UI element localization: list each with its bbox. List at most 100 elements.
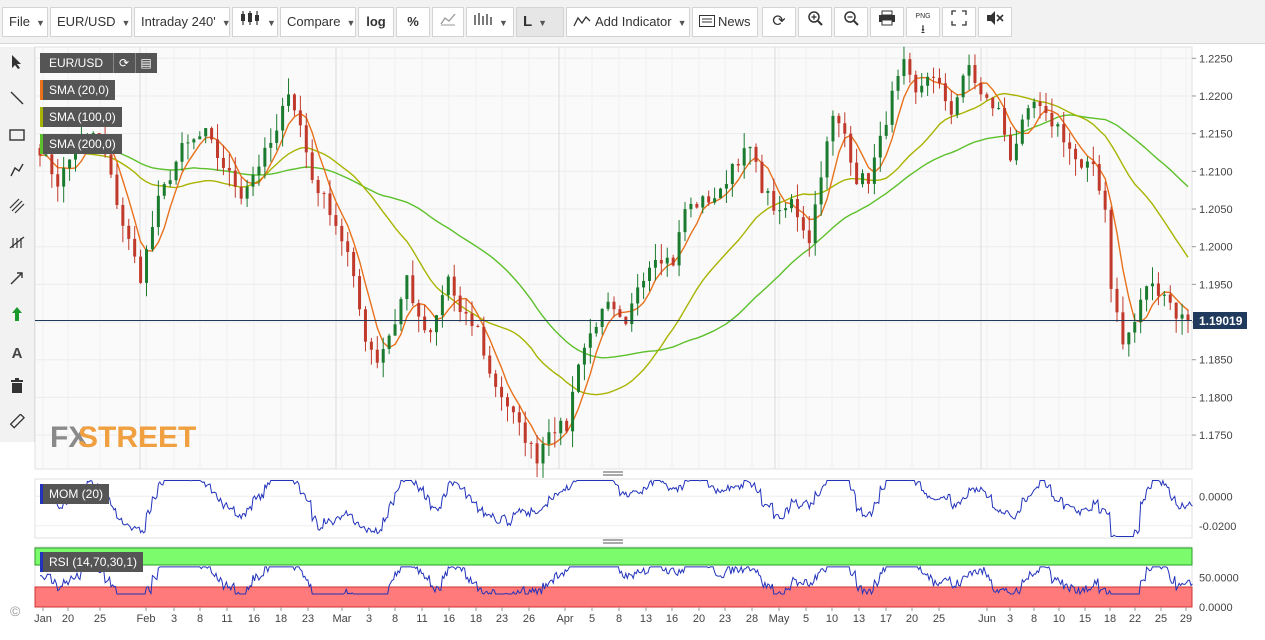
zoom-in-button[interactable] xyxy=(798,7,832,37)
candle xyxy=(849,125,853,176)
candle-body xyxy=(677,232,681,266)
candle xyxy=(387,333,391,355)
candle-body xyxy=(133,238,137,257)
zoom-out-button[interactable] xyxy=(834,7,868,37)
candle-body xyxy=(837,115,841,124)
line-mode-button[interactable]: L ▼ xyxy=(516,7,564,37)
chart-fill-button[interactable] xyxy=(432,7,464,37)
refresh-button[interactable]: ⟳ xyxy=(762,7,796,37)
settings-icon[interactable]: ▤ xyxy=(135,53,156,73)
bars-style-button[interactable]: ▼ xyxy=(466,7,514,37)
candle-body xyxy=(582,347,586,365)
candle-body xyxy=(961,75,965,98)
candle-body xyxy=(233,170,237,187)
candle xyxy=(298,95,302,138)
news-button[interactable]: News xyxy=(692,7,758,37)
print-button[interactable] xyxy=(870,7,904,37)
symbol-selector[interactable]: EUR/USD ▼ xyxy=(50,7,132,37)
candle-body xyxy=(896,76,900,91)
add-indicator-button[interactable]: Add Indicator ▼ xyxy=(566,7,690,37)
candle xyxy=(967,54,971,91)
candle xyxy=(1038,92,1042,119)
candle xyxy=(168,170,172,187)
candle xyxy=(997,101,1001,110)
candle xyxy=(713,187,717,205)
rsi-oversold-zone xyxy=(34,586,1193,608)
time-tick-label: 23 xyxy=(496,613,508,625)
candle xyxy=(790,194,794,213)
momentum-legend[interactable]: MOM (20) xyxy=(40,484,109,504)
toolbar: File ▼ EUR/USD ▼ Intraday 240' ▼ ▼ Compare ▼… xyxy=(0,0,1265,44)
buy-signal-tool[interactable] xyxy=(3,304,31,332)
candle-body xyxy=(44,154,48,156)
candle-body xyxy=(1091,161,1095,165)
candle-body xyxy=(547,432,551,444)
candle-body xyxy=(606,301,610,309)
candle-body xyxy=(488,355,492,374)
candle xyxy=(109,152,113,178)
price-tick-label: 1.2250 xyxy=(1199,53,1233,65)
candle-body xyxy=(210,128,214,140)
candle-body xyxy=(701,196,705,208)
momentum-line xyxy=(39,479,1193,537)
candle-body xyxy=(221,158,225,168)
parallel-lines-tool[interactable] xyxy=(3,196,31,224)
candle-body xyxy=(719,188,723,199)
percent-scale-button[interactable]: % xyxy=(396,7,430,37)
file-menu-button[interactable]: File ▼ xyxy=(2,7,48,37)
sma20-swatch xyxy=(40,80,43,100)
candle-body xyxy=(766,191,770,193)
candle xyxy=(576,363,580,394)
fullscreen-button[interactable] xyxy=(942,7,976,37)
sma200-legend[interactable]: SMA (200,0) xyxy=(40,134,122,154)
zoom-out-icon xyxy=(843,11,859,29)
candle xyxy=(1109,206,1113,303)
sma100-legend[interactable]: SMA (100,0) xyxy=(40,107,122,127)
arrow-tool[interactable] xyxy=(3,268,31,296)
delete-drawings-tool[interactable] xyxy=(3,376,31,404)
export-png-button[interactable]: PNG ⭳ xyxy=(906,7,940,37)
mute-button[interactable] xyxy=(978,7,1012,37)
candle-body xyxy=(937,77,941,84)
time-tick-label: 13 xyxy=(853,613,865,625)
candle-body xyxy=(1008,134,1012,161)
trash-icon xyxy=(11,378,23,393)
trendline-tool[interactable] xyxy=(3,88,31,116)
log-scale-button[interactable]: log xyxy=(358,7,394,37)
candle-body xyxy=(434,315,438,333)
interval-selector[interactable]: Intraday 240' ▼ xyxy=(134,7,230,37)
price-tick-label: 1.1750 xyxy=(1199,430,1233,442)
candle xyxy=(304,113,308,169)
time-tick-label: 23 xyxy=(719,613,731,625)
text-tool[interactable]: A xyxy=(3,340,31,368)
refresh-icon[interactable]: ⟳ xyxy=(113,53,134,73)
chart-type-button[interactable]: ▼ xyxy=(232,7,278,37)
candle-body xyxy=(50,154,54,175)
rsi-legend[interactable]: RSI (14,70,30,1) xyxy=(40,552,144,572)
chart-canvas[interactable]: FX STREET 1.2250 1.2200 1.2150 1.2100 1.2050… xyxy=(0,44,1265,640)
candle xyxy=(866,172,870,194)
candle-body xyxy=(411,275,415,304)
trendline-icon xyxy=(10,91,24,105)
fibonacci-tool[interactable] xyxy=(3,232,31,260)
sma20-legend[interactable]: SMA (20,0) xyxy=(40,80,116,100)
candle-body xyxy=(695,203,699,208)
rectangle-tool[interactable] xyxy=(3,124,31,152)
cursor-tool[interactable] xyxy=(3,52,31,80)
pen-tool[interactable] xyxy=(3,160,31,188)
candle xyxy=(547,419,551,456)
candle xyxy=(523,411,527,457)
candle-body xyxy=(973,65,977,83)
candle xyxy=(778,195,782,225)
ruler-tool[interactable] xyxy=(3,412,31,440)
candle-body xyxy=(932,76,936,78)
candle xyxy=(458,286,462,322)
candle-body xyxy=(405,275,409,300)
candle xyxy=(600,308,604,335)
compare-button[interactable]: Compare ▼ xyxy=(280,7,356,37)
time-tick-label: 3 xyxy=(366,613,372,625)
candle xyxy=(198,131,202,140)
candle xyxy=(653,243,657,281)
candle-body xyxy=(648,267,652,281)
candle xyxy=(896,69,900,100)
